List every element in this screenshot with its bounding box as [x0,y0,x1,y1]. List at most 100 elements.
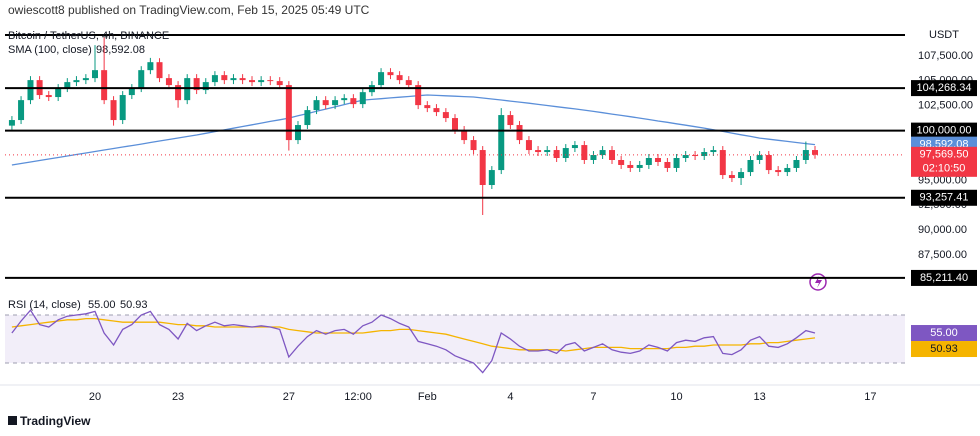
candle-body [202,82,209,91]
last-price-box [911,146,977,177]
candle-body [18,100,25,121]
candle-body [119,95,126,121]
candle-body [812,150,818,155]
rsi-ma-label-box [911,341,977,358]
countdown: 02:10:50 [923,163,966,175]
brand-logo: TradingView [8,414,91,428]
rsi-ma-line [11,317,816,352]
candle-body [128,88,135,96]
candle-body [193,78,200,91]
candle-body [92,70,98,79]
candle-body [101,70,108,101]
candle-body [258,80,265,83]
candle-body [544,150,551,153]
candle-body [396,75,403,81]
candle-body [424,105,431,109]
candle-body [285,85,292,141]
level-label-box [911,80,977,97]
candle-body [581,145,588,160]
candle-body [239,78,246,81]
candle-body [571,145,578,149]
last-price-label: 97,569.50 [920,149,969,161]
x-tick-label: 4 [507,391,513,403]
candle-body [221,75,228,81]
candle-body [110,100,117,121]
sma-legend: SMA (100, close) [8,44,92,56]
candle-body [55,88,62,98]
candle-body [673,158,680,168]
candle-body [535,150,542,153]
x-tick-label: 7 [590,391,596,403]
candle-body [249,80,256,83]
candle-body [45,95,52,98]
y-tick-label: 107,500.00 [918,50,973,62]
candle-body [636,164,643,168]
rsi-ma-label: 50.93 [930,343,958,355]
sma-legend-value: 98,592.08 [96,44,145,56]
candle-body [470,140,477,151]
candle-body [313,100,320,111]
level-label-box [911,189,977,206]
brand: TradingView [20,414,91,428]
y-tick-label: 95,000.00 [918,174,967,186]
candle-body [341,98,348,101]
candle-body [165,78,172,86]
candle-body [156,62,163,79]
candle-body [627,164,634,168]
candle-body [332,100,339,106]
x-tick-label: 20 [89,391,101,403]
level-label: 100,000.00 [916,125,971,137]
candle-body [175,85,182,101]
candle-body [294,125,301,141]
currency: USDT [929,29,959,41]
candle-body [359,92,366,105]
candle-body [507,115,514,126]
candle-body [452,118,458,131]
level-label: 85,211.40 [920,272,968,284]
candle-body [664,161,671,168]
candle-body [747,160,754,173]
candle-body [479,150,486,186]
candle-body [710,150,717,153]
candle-body [599,150,606,156]
candle-body [82,78,89,81]
rsi-ma-legend-value: 50.93 [120,299,148,311]
x-tick-label: 17 [864,391,876,403]
level-label-box [911,122,977,139]
candle-body [433,108,440,113]
candle-body [793,160,800,168]
candle-body [498,115,505,171]
candle-body [276,81,283,86]
candle-body [73,80,80,83]
rsi-line [11,309,816,374]
candle-body [322,100,329,106]
level-label: 93,257.41 [920,192,969,204]
rsi-legend: RSI (14, close) [8,299,81,311]
candle-body [405,80,412,86]
published-note: owiescott8 published on TradingView.com,… [8,3,370,17]
candle-body [765,155,772,171]
candle-body [590,155,597,160]
candle-body [719,150,726,176]
chart-title: Bitcoin / TetherUS, 4h, BINANCE [8,30,169,42]
candle-body [525,140,532,151]
x-tick-label: 12:00 [344,391,372,403]
y-tick-label: 102,500.00 [918,100,973,112]
candle-body [784,167,791,173]
x-tick-label: 13 [753,391,765,403]
y-tick-label: 90,000.00 [918,224,967,236]
candle-body [138,70,145,89]
candle-body [64,82,71,89]
sma-line [11,94,816,166]
candle-body [775,170,782,173]
candle-body [654,158,661,162]
level-label-box [911,269,977,286]
candle-body [461,130,468,141]
rsi-legend-value: 55.00 [88,299,116,311]
x-tick-label: 23 [172,391,184,403]
y-tick-label: 87,500.00 [918,249,967,261]
x-tick-label: Feb [418,391,437,403]
candle-body [147,62,154,71]
